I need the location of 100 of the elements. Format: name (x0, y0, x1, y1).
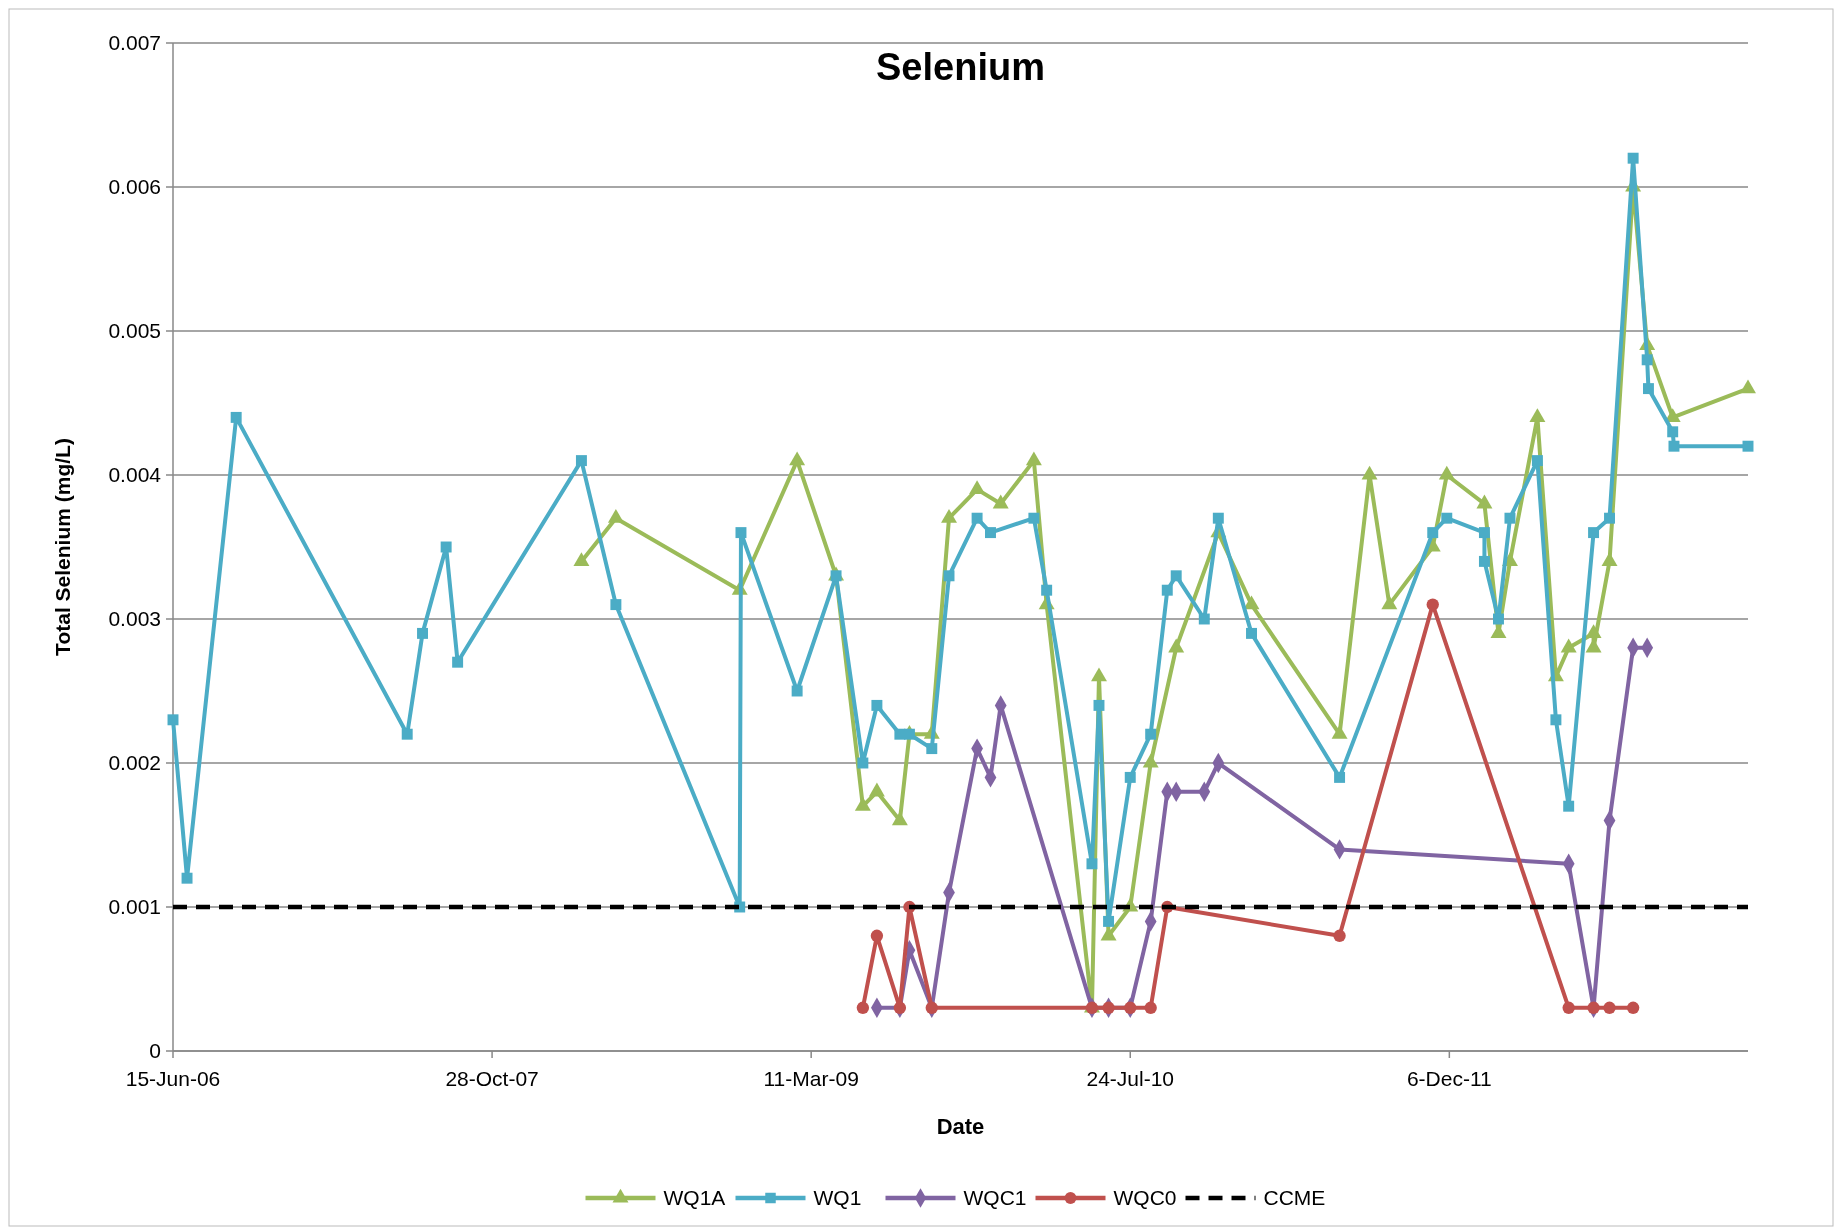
point (1381, 595, 1398, 610)
point (1144, 1001, 1157, 1014)
point (181, 872, 193, 884)
point (1168, 638, 1185, 653)
point (791, 685, 803, 697)
point (1476, 494, 1493, 509)
point (926, 743, 938, 755)
point (1641, 354, 1653, 366)
point (735, 527, 747, 539)
point (573, 552, 590, 566)
point (1441, 512, 1453, 524)
point (1170, 570, 1182, 582)
point (943, 570, 955, 582)
point (1124, 1001, 1137, 1014)
point (167, 714, 179, 726)
point (1550, 714, 1562, 726)
point (401, 728, 413, 740)
point (1334, 771, 1346, 783)
y-tick-label: 0.002 (108, 751, 161, 775)
y-tick-label: 0.004 (108, 463, 162, 487)
point (830, 570, 842, 582)
point (1531, 455, 1543, 467)
legend-label: WQC1 (963, 1186, 1027, 1210)
point (1585, 624, 1602, 638)
point (1333, 929, 1346, 942)
point (971, 512, 983, 524)
y-tick-label: 0.007 (108, 31, 161, 55)
point (1361, 465, 1378, 480)
point (607, 509, 624, 523)
point (870, 929, 884, 942)
point (1426, 598, 1439, 611)
point (1493, 613, 1504, 625)
point (891, 811, 908, 826)
point (1103, 915, 1115, 927)
chart-title: Selenium (876, 46, 1045, 88)
legend-label: WQC0 (1113, 1186, 1177, 1210)
point (1588, 527, 1600, 539)
point (1664, 408, 1681, 422)
point (1438, 465, 1455, 480)
point (1742, 440, 1754, 452)
point (1560, 638, 1577, 653)
point (856, 1001, 870, 1014)
y-tick-label: 0.001 (108, 895, 161, 919)
point (1246, 627, 1257, 639)
point (1198, 613, 1210, 625)
point (610, 599, 622, 611)
point (894, 728, 906, 740)
point (1212, 512, 1224, 524)
y-tick-label: 0 (149, 1039, 161, 1063)
point (1626, 1001, 1640, 1014)
point (1086, 858, 1098, 870)
point (1603, 1001, 1616, 1014)
point (1667, 426, 1679, 438)
point (1243, 595, 1260, 610)
point (992, 494, 1009, 509)
point (1604, 512, 1615, 524)
point (1142, 753, 1159, 768)
point (1587, 1001, 1600, 1014)
point (1668, 440, 1680, 452)
point (1145, 728, 1157, 740)
point (1093, 699, 1105, 711)
y-axis-title: Total Selenium (mg/L) (51, 438, 74, 656)
point (925, 1001, 938, 1014)
point (1478, 527, 1490, 539)
legend-label: WQ1A (663, 1186, 726, 1210)
point (871, 699, 883, 711)
x-tick-label: 15-Jun-06 (125, 1067, 221, 1090)
point (857, 757, 869, 769)
point (1563, 800, 1575, 812)
legend-label: CCME (1263, 1186, 1326, 1210)
point (1642, 383, 1654, 395)
point (230, 411, 242, 423)
point (1331, 725, 1348, 739)
point (1028, 512, 1040, 524)
y-tick-label: 0.006 (108, 175, 161, 199)
point (1124, 771, 1136, 783)
point (1740, 379, 1756, 394)
point (1478, 555, 1490, 567)
y-tick-label: 0.005 (108, 319, 161, 343)
point (452, 656, 464, 668)
point (1025, 451, 1042, 466)
point (893, 1001, 907, 1014)
point (417, 627, 428, 639)
point (440, 541, 452, 553)
point (941, 509, 957, 523)
point (985, 527, 996, 539)
x-axis-title: Date (936, 1114, 985, 1139)
x-tick-label: 28-Oct-07 (445, 1067, 539, 1090)
point (1562, 1001, 1575, 1014)
x-tick-label: 24-Jul-10 (1086, 1067, 1175, 1090)
point (789, 451, 806, 466)
point (575, 455, 587, 467)
point (1091, 667, 1107, 682)
point (969, 480, 986, 494)
point (1161, 584, 1173, 596)
point (868, 782, 885, 797)
point (1041, 584, 1053, 596)
x-tick-label: 11-Mar-09 (763, 1067, 859, 1090)
point (1102, 1001, 1115, 1014)
x-tick-label: 6-Dec-11 (1406, 1067, 1492, 1090)
